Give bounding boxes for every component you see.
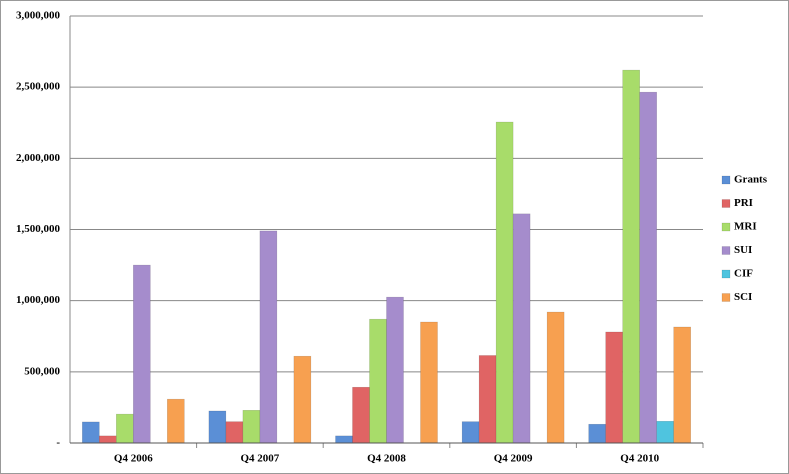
bar [352, 386, 370, 444]
bar [242, 410, 261, 444]
bar [461, 421, 480, 444]
legend-swatch [721, 293, 731, 302]
bar [512, 213, 531, 444]
legend-swatch [721, 222, 731, 232]
bar [116, 413, 134, 444]
bar [639, 91, 657, 444]
bar [420, 321, 438, 444]
x-tick-label: Q4 2009 [494, 453, 533, 465]
x-tick-label: Q4 2006 [114, 453, 153, 465]
bar [99, 435, 117, 444]
bar [588, 423, 606, 444]
legend-label: CIF [734, 268, 753, 280]
bar [225, 421, 244, 444]
bar [208, 410, 227, 444]
y-tick-label: 2,500,000 [16, 81, 61, 93]
y-tick-label: 1,500,000 [16, 223, 61, 235]
bar [386, 296, 404, 444]
bar [369, 318, 387, 444]
y-tick-label: 3,000,000 [16, 10, 61, 22]
bar [478, 355, 497, 444]
legend-label: SUI [734, 244, 752, 256]
legend-label: PRI [734, 197, 753, 209]
bar [293, 355, 312, 444]
bar [673, 326, 691, 444]
bar [656, 420, 674, 444]
x-tick-label: Q4 2010 [620, 453, 659, 465]
bar [546, 311, 565, 444]
y-tick-label: - [56, 437, 60, 449]
bar [605, 331, 623, 444]
bar [335, 435, 353, 444]
bar [167, 398, 185, 444]
bar [622, 69, 640, 444]
x-tick-label: Q4 2007 [240, 453, 279, 465]
legend-label: SCI [734, 291, 752, 303]
bar [259, 230, 278, 444]
legend-label: Grants [734, 174, 768, 186]
y-tick-label: 500,000 [24, 365, 60, 377]
legend-swatch [721, 199, 731, 208]
legend-swatch [721, 175, 731, 185]
legend-swatch [721, 246, 731, 255]
y-tick-label: 1,000,000 [16, 294, 61, 306]
bar [495, 121, 514, 444]
bar [133, 264, 151, 444]
x-tick-label: Q4 2008 [367, 453, 406, 465]
y-tick-label: 2,000,000 [16, 152, 61, 164]
bar [82, 421, 100, 444]
legend-swatch [721, 269, 731, 279]
legend-label: MRI [734, 221, 757, 233]
